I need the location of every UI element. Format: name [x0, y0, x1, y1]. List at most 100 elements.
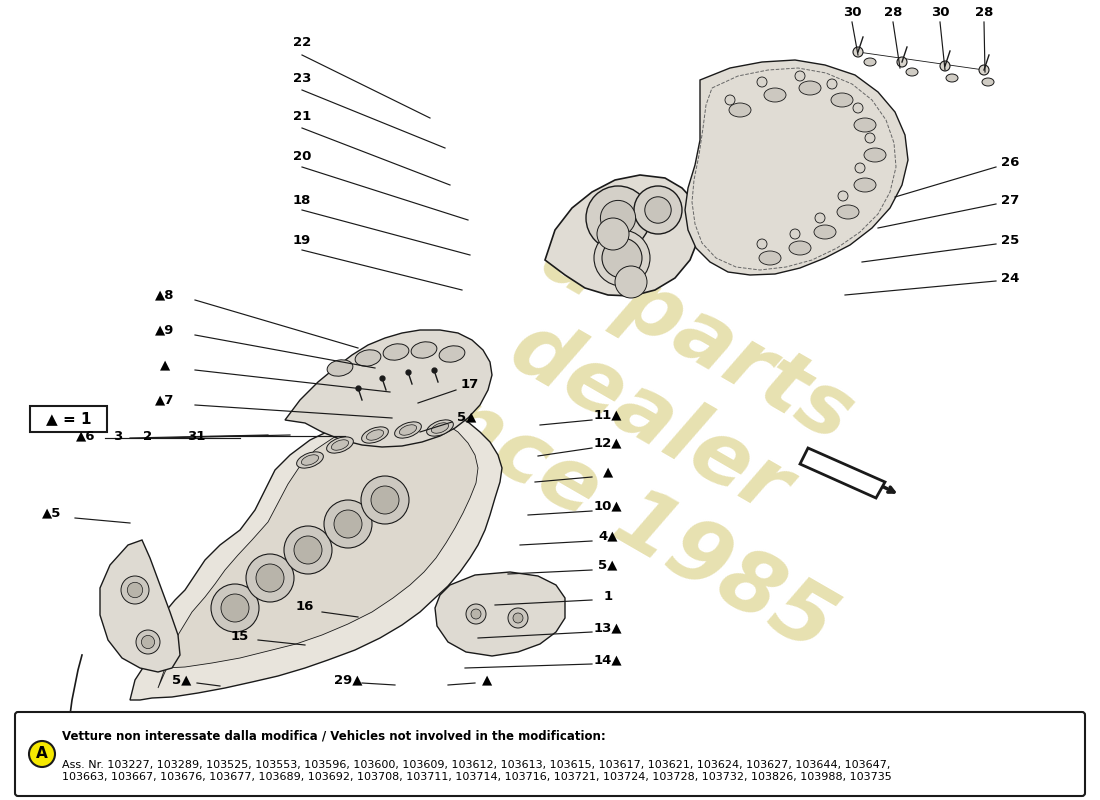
Text: ▲: ▲: [603, 466, 613, 478]
Circle shape: [513, 613, 522, 623]
Ellipse shape: [946, 74, 958, 82]
Ellipse shape: [837, 205, 859, 219]
Text: 3: 3: [113, 430, 122, 442]
Circle shape: [634, 186, 682, 234]
Ellipse shape: [301, 454, 319, 466]
Text: ▲6: ▲6: [76, 430, 96, 442]
Circle shape: [29, 741, 55, 767]
Text: 19: 19: [293, 234, 311, 246]
Polygon shape: [285, 330, 492, 447]
Circle shape: [597, 218, 629, 250]
Ellipse shape: [864, 148, 886, 162]
Ellipse shape: [331, 440, 349, 450]
Text: 5▲: 5▲: [173, 674, 191, 686]
Circle shape: [757, 239, 767, 249]
Ellipse shape: [854, 178, 876, 192]
Polygon shape: [800, 448, 886, 498]
Ellipse shape: [854, 118, 876, 132]
Circle shape: [371, 486, 399, 514]
Ellipse shape: [814, 225, 836, 239]
Polygon shape: [685, 60, 907, 275]
Ellipse shape: [411, 342, 437, 358]
Circle shape: [508, 608, 528, 628]
Text: 18: 18: [293, 194, 311, 206]
Ellipse shape: [366, 430, 384, 440]
FancyBboxPatch shape: [30, 406, 107, 432]
Circle shape: [838, 191, 848, 201]
Text: 10▲: 10▲: [594, 499, 623, 513]
Circle shape: [324, 500, 372, 548]
Text: A: A: [36, 746, 48, 762]
Ellipse shape: [439, 346, 465, 362]
Polygon shape: [544, 175, 700, 296]
Circle shape: [221, 594, 249, 622]
Circle shape: [601, 200, 636, 235]
Circle shape: [852, 103, 864, 113]
Ellipse shape: [764, 88, 786, 102]
Circle shape: [725, 95, 735, 105]
Ellipse shape: [327, 437, 353, 453]
Text: 15: 15: [231, 630, 249, 642]
Text: 23: 23: [293, 71, 311, 85]
Ellipse shape: [383, 344, 409, 360]
Circle shape: [471, 609, 481, 619]
Ellipse shape: [399, 425, 417, 435]
Text: 21: 21: [293, 110, 311, 123]
Circle shape: [142, 635, 155, 649]
Text: 30: 30: [931, 6, 949, 18]
Ellipse shape: [830, 93, 852, 107]
Ellipse shape: [297, 452, 323, 468]
Circle shape: [361, 476, 409, 524]
Text: 31: 31: [187, 430, 206, 442]
Circle shape: [594, 230, 650, 286]
Circle shape: [790, 229, 800, 239]
Text: a parts
dealer
since 1985: a parts dealer since 1985: [355, 170, 944, 670]
Circle shape: [586, 186, 650, 250]
Text: 12▲: 12▲: [594, 437, 623, 450]
Ellipse shape: [789, 241, 811, 255]
Text: ▲: ▲: [160, 358, 170, 371]
Circle shape: [852, 47, 864, 57]
Ellipse shape: [355, 350, 381, 366]
Text: 16: 16: [296, 601, 315, 614]
FancyBboxPatch shape: [15, 712, 1085, 796]
Text: ▲: ▲: [482, 674, 492, 686]
Ellipse shape: [982, 78, 994, 86]
Circle shape: [136, 630, 160, 654]
Text: ▲ = 1: ▲ = 1: [46, 411, 91, 426]
Text: 28: 28: [975, 6, 993, 18]
Polygon shape: [100, 540, 180, 672]
Circle shape: [334, 510, 362, 538]
Text: 28: 28: [883, 6, 902, 18]
Text: ▲7: ▲7: [155, 394, 175, 406]
Polygon shape: [130, 408, 502, 700]
Text: Vetture non interessate dalla modifica / Vehicles not involved in the modificati: Vetture non interessate dalla modifica /…: [62, 730, 606, 742]
Circle shape: [795, 71, 805, 81]
Text: 26: 26: [1001, 157, 1020, 170]
Text: ▲5: ▲5: [42, 506, 62, 519]
Text: 22: 22: [293, 35, 311, 49]
Circle shape: [121, 576, 148, 604]
Ellipse shape: [759, 251, 781, 265]
Polygon shape: [158, 416, 478, 688]
Text: Ass. Nr. 103227, 103289, 103525, 103553, 103596, 103600, 103609, 103612, 103613,: Ass. Nr. 103227, 103289, 103525, 103553,…: [62, 760, 892, 782]
Text: 4▲: 4▲: [598, 530, 618, 542]
Text: 11▲: 11▲: [594, 409, 623, 422]
Text: 13▲: 13▲: [594, 622, 623, 634]
Circle shape: [827, 79, 837, 89]
Circle shape: [615, 266, 647, 298]
Circle shape: [940, 61, 950, 71]
Ellipse shape: [327, 360, 353, 376]
Circle shape: [284, 526, 332, 574]
Ellipse shape: [427, 420, 453, 436]
Circle shape: [855, 163, 865, 173]
Ellipse shape: [395, 422, 421, 438]
Circle shape: [128, 582, 143, 598]
Text: 20: 20: [293, 150, 311, 163]
Ellipse shape: [906, 68, 918, 76]
Text: 29▲: 29▲: [333, 674, 362, 686]
Circle shape: [602, 238, 642, 278]
Text: 27: 27: [1001, 194, 1019, 206]
Circle shape: [211, 584, 258, 632]
Ellipse shape: [362, 427, 388, 443]
